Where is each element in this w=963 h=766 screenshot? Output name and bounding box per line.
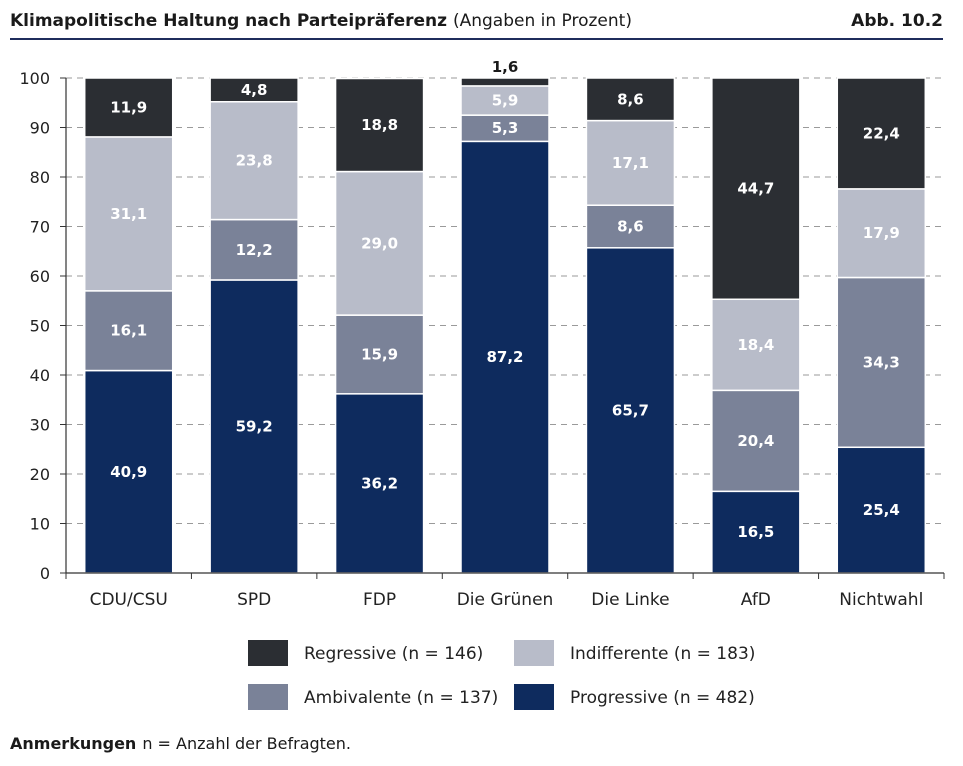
data-label: 20,4 xyxy=(737,432,774,450)
chart-header: Klimapolitische Haltung nach Parteipräfe… xyxy=(10,8,943,40)
bar-segment xyxy=(460,85,550,116)
legend-swatch xyxy=(514,684,554,710)
bar-segment xyxy=(460,140,550,574)
data-label: 8,6 xyxy=(617,218,644,236)
y-tick-label: 30 xyxy=(30,416,50,435)
data-label: 65,7 xyxy=(612,401,649,419)
bar-segment xyxy=(209,101,299,221)
bar-segment xyxy=(711,77,801,301)
bar-segment xyxy=(83,77,174,138)
data-label: 34,3 xyxy=(863,353,900,371)
data-label: 59,2 xyxy=(236,417,273,435)
legend-swatch xyxy=(248,684,288,710)
chart-subtitle: (Angaben in Prozent) xyxy=(452,11,632,31)
bar-segment xyxy=(460,77,550,87)
y-tick-label: 50 xyxy=(30,317,50,336)
legend-label: Progressive (n = 482) xyxy=(570,688,755,708)
data-label: 4,8 xyxy=(241,81,268,99)
data-label: 1,6 xyxy=(492,58,519,76)
data-label: 5,9 xyxy=(492,92,519,110)
data-label: 16,5 xyxy=(737,523,774,541)
bar-segment xyxy=(836,276,927,449)
figure-label: Abb. 10.2 xyxy=(851,11,943,31)
stacked-bar-chart: 0 10 20 30 40 50 60 70 80 90 100 40,9 16,1 31,1 11,9 CD… xyxy=(19,58,945,710)
y-tick-label: 90 xyxy=(30,119,50,138)
bar-segment xyxy=(836,446,927,574)
bar-segment xyxy=(334,77,425,173)
x-tick-label: Die Grünen xyxy=(457,590,554,610)
data-label: 15,9 xyxy=(361,345,398,363)
x-tick-label: Die Linke xyxy=(591,590,669,610)
x-tick-label: AfD xyxy=(741,590,771,610)
data-label: 29,0 xyxy=(361,234,398,252)
data-label: 23,8 xyxy=(236,152,273,170)
data-label: 36,2 xyxy=(361,474,398,492)
chart-title: Klimapolitische Haltung nach Parteipräfe… xyxy=(10,11,632,31)
y-tick-label: 20 xyxy=(30,465,50,484)
data-label: 17,9 xyxy=(863,224,900,242)
y-tick-label: 0 xyxy=(40,564,50,583)
data-label: 44,7 xyxy=(737,180,774,198)
data-label: 12,2 xyxy=(236,241,273,259)
legend-label: Regressive (n = 146) xyxy=(304,644,483,664)
y-tick-label: 80 xyxy=(30,168,50,187)
bar-segment xyxy=(836,77,927,190)
data-label: 22,4 xyxy=(863,124,900,142)
y-tick-label: 40 xyxy=(30,366,50,385)
bar-segment xyxy=(83,136,174,292)
legend-swatch xyxy=(248,640,288,666)
data-label: 18,8 xyxy=(361,116,398,134)
bar-segment xyxy=(460,114,550,143)
bar-segment xyxy=(334,170,425,316)
y-tick-label: 60 xyxy=(30,267,50,286)
bar-segment xyxy=(711,389,801,493)
data-label: 87,2 xyxy=(486,348,523,366)
bar-segment xyxy=(711,298,801,392)
data-label: 16,1 xyxy=(110,322,147,340)
footnote-text: n = Anzahl der Befragten. xyxy=(142,734,351,753)
x-tick-label: CDU/CSU xyxy=(90,590,168,610)
x-tick-label: SPD xyxy=(237,590,271,610)
bar-segment xyxy=(334,393,425,574)
bar-segment xyxy=(209,77,299,103)
data-label: 40,9 xyxy=(110,463,147,481)
footnote-label: Anmerkungen xyxy=(10,734,137,753)
bar-segment xyxy=(209,218,299,281)
data-label: 11,9 xyxy=(110,98,147,116)
footnote: Anmerkungen n = Anzahl der Befragten. xyxy=(10,734,351,753)
legend-label: Indifferente (n = 183) xyxy=(570,644,755,664)
data-label: 25,4 xyxy=(863,501,900,519)
x-tick-label: Nichtwahl xyxy=(839,590,923,610)
y-tick-label: 10 xyxy=(30,515,50,534)
data-label: 18,4 xyxy=(737,336,774,354)
data-label: 8,6 xyxy=(617,90,644,108)
bar-segment xyxy=(836,188,927,279)
y-tick-label: 100 xyxy=(19,69,50,88)
x-tick-label: FDP xyxy=(363,590,396,610)
legend-label: Ambivalente (n = 137) xyxy=(304,688,498,708)
bar-segment xyxy=(585,77,676,122)
title-text: Klimapolitische Haltung nach Parteipräfe… xyxy=(10,11,448,31)
legend-swatch xyxy=(514,640,554,666)
bar-segment xyxy=(711,490,801,574)
bar-segment xyxy=(585,247,676,574)
y-tick-label: 70 xyxy=(30,218,50,237)
data-label: 31,1 xyxy=(110,205,147,223)
bar-segment xyxy=(585,204,676,249)
bar-segment xyxy=(83,290,174,372)
bar-segment xyxy=(209,279,299,574)
data-label: 17,1 xyxy=(612,154,649,172)
data-label: 5,3 xyxy=(492,119,519,137)
